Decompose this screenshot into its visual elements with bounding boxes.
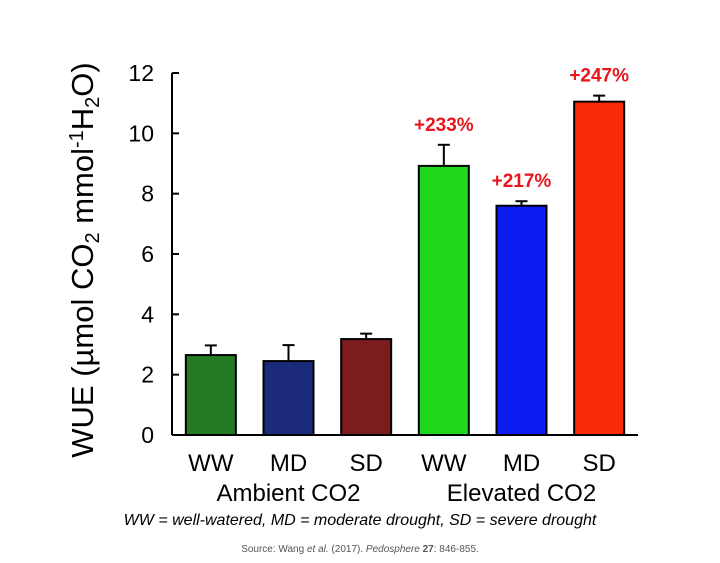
y-tick-label: 12 bbox=[128, 60, 154, 86]
y-tick-label: 4 bbox=[141, 301, 154, 327]
percent-annotation: +217% bbox=[492, 171, 552, 192]
bar bbox=[417, 164, 470, 436]
percent-annotation: +233% bbox=[414, 115, 474, 136]
percent-annotation: +247% bbox=[569, 66, 629, 87]
group-label: Elevated CO2 bbox=[447, 480, 596, 507]
category-label: SD bbox=[349, 450, 382, 477]
source-citation: Source: Wang et al. (2017). Pedosphere 2… bbox=[241, 544, 479, 555]
group-label: Ambient CO2 bbox=[216, 480, 360, 507]
category-labels: WW MD SD WW MD SD Ambient CO2 Elevated CO2 bbox=[188, 450, 616, 507]
y-tick-label: 6 bbox=[141, 241, 154, 267]
bars: +233% +217% +247% bbox=[184, 66, 629, 437]
bar bbox=[340, 338, 393, 437]
footnote: WW = well-watered, MD = moderate drought… bbox=[123, 512, 597, 529]
y-axis-label: WUE (µmol CO2 mmol-1H2O) bbox=[65, 62, 104, 457]
bar bbox=[184, 354, 237, 436]
category-label: WW bbox=[421, 450, 467, 477]
y-axis: 0 2 4 6 8 10 12 bbox=[128, 60, 638, 448]
bar bbox=[262, 360, 315, 437]
category-label: MD bbox=[503, 450, 540, 477]
bar bbox=[495, 204, 548, 436]
category-label: MD bbox=[270, 450, 307, 477]
y-tick-label: 8 bbox=[141, 181, 154, 207]
y-tick-label: 2 bbox=[141, 362, 154, 388]
category-label: WW bbox=[188, 450, 234, 477]
category-label: SD bbox=[582, 450, 615, 477]
bar bbox=[573, 100, 626, 437]
y-tick-label: 0 bbox=[141, 422, 154, 448]
y-tick-label: 10 bbox=[128, 120, 154, 146]
